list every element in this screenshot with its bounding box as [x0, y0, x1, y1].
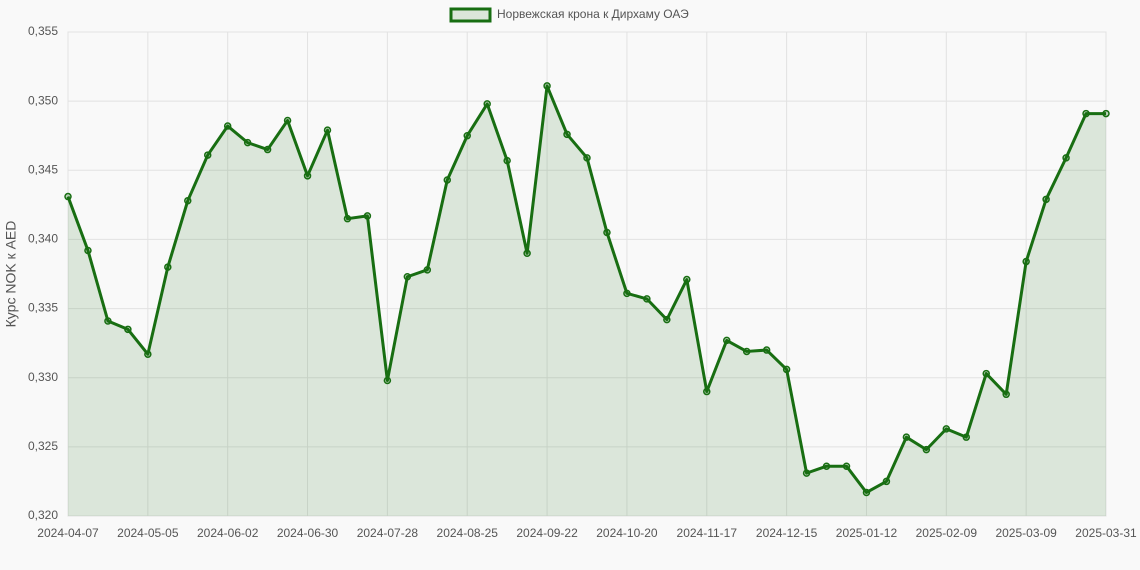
point	[164, 263, 172, 271]
point	[423, 266, 432, 274]
point	[443, 176, 452, 184]
point	[223, 122, 232, 130]
legend-swatch[interactable]	[449, 7, 492, 23]
point	[663, 315, 671, 324]
y-tick-label: 0,340	[28, 232, 58, 246]
y-tick-label: 0,345	[28, 162, 58, 176]
point	[922, 445, 931, 454]
y-tick-label: 0,330	[28, 370, 58, 384]
x-tick-label: 2025-01-12	[836, 526, 898, 540]
x-tick-label: 2024-11-17	[677, 526, 738, 540]
x-tick-label: 2024-08-25	[437, 526, 499, 540]
point	[503, 156, 511, 165]
y-axis-title: Курс NOK к AED	[3, 221, 19, 328]
y-tick-label: 0,355	[28, 24, 58, 38]
point	[842, 462, 851, 470]
y-tick-label: 0,350	[28, 93, 58, 107]
point	[403, 273, 412, 281]
point	[603, 228, 611, 237]
point	[303, 172, 312, 180]
point	[64, 192, 72, 201]
x-tick-label: 2024-07-28	[357, 526, 419, 540]
x-tick-label: 2024-12-15	[756, 526, 818, 540]
point	[363, 212, 372, 220]
point	[882, 477, 891, 486]
y-tick-label: 0,335	[28, 301, 58, 315]
point	[703, 387, 711, 396]
x-tick-label: 2024-06-30	[277, 526, 339, 540]
point	[203, 151, 212, 159]
point	[124, 325, 132, 334]
point	[762, 346, 771, 354]
point	[1042, 195, 1050, 204]
point	[543, 82, 551, 90]
point	[683, 275, 691, 284]
x-tick-label: 2025-03-09	[995, 526, 1057, 540]
line	[66, 84, 1106, 494]
point	[184, 196, 192, 205]
point	[1062, 154, 1070, 162]
point	[1022, 257, 1030, 266]
point	[1082, 109, 1090, 118]
x-tick-label: 2025-02-09	[916, 526, 978, 540]
point	[243, 138, 252, 147]
y-tick-label: 0,325	[28, 439, 58, 453]
point	[802, 469, 811, 477]
point	[962, 433, 971, 441]
x-tick-label: 2024-09-22	[516, 526, 578, 540]
x-tick-label: 2025-03-31	[1075, 526, 1137, 540]
x-tick-label: 2024-06-02	[197, 526, 259, 540]
point	[623, 289, 631, 298]
point	[942, 425, 951, 433]
point	[343, 214, 352, 223]
point	[104, 317, 112, 325]
y-tick-label: 0,320	[28, 508, 58, 522]
point	[523, 249, 531, 258]
point	[722, 336, 731, 345]
point	[383, 376, 392, 385]
point	[463, 131, 471, 140]
x-tick-label: 2024-10-20	[596, 526, 658, 540]
point	[483, 100, 491, 108]
area	[68, 85, 1106, 516]
point	[323, 126, 332, 134]
x-tick-label: 2024-05-05	[117, 526, 179, 540]
point	[982, 369, 990, 378]
point	[742, 347, 751, 356]
point	[583, 154, 591, 162]
point	[782, 365, 791, 374]
point	[563, 130, 571, 139]
point	[84, 246, 92, 255]
point	[1102, 109, 1110, 118]
point	[643, 295, 651, 303]
point	[144, 350, 152, 358]
x-tick-label: 2024-04-07	[37, 526, 99, 540]
point	[902, 433, 911, 441]
point	[822, 462, 831, 470]
point	[263, 145, 272, 154]
point	[862, 488, 871, 497]
legend-label[interactable]: Норвежская крона к Дирхаму ОАЭ	[497, 7, 689, 21]
point	[1002, 390, 1010, 399]
point	[283, 116, 292, 125]
